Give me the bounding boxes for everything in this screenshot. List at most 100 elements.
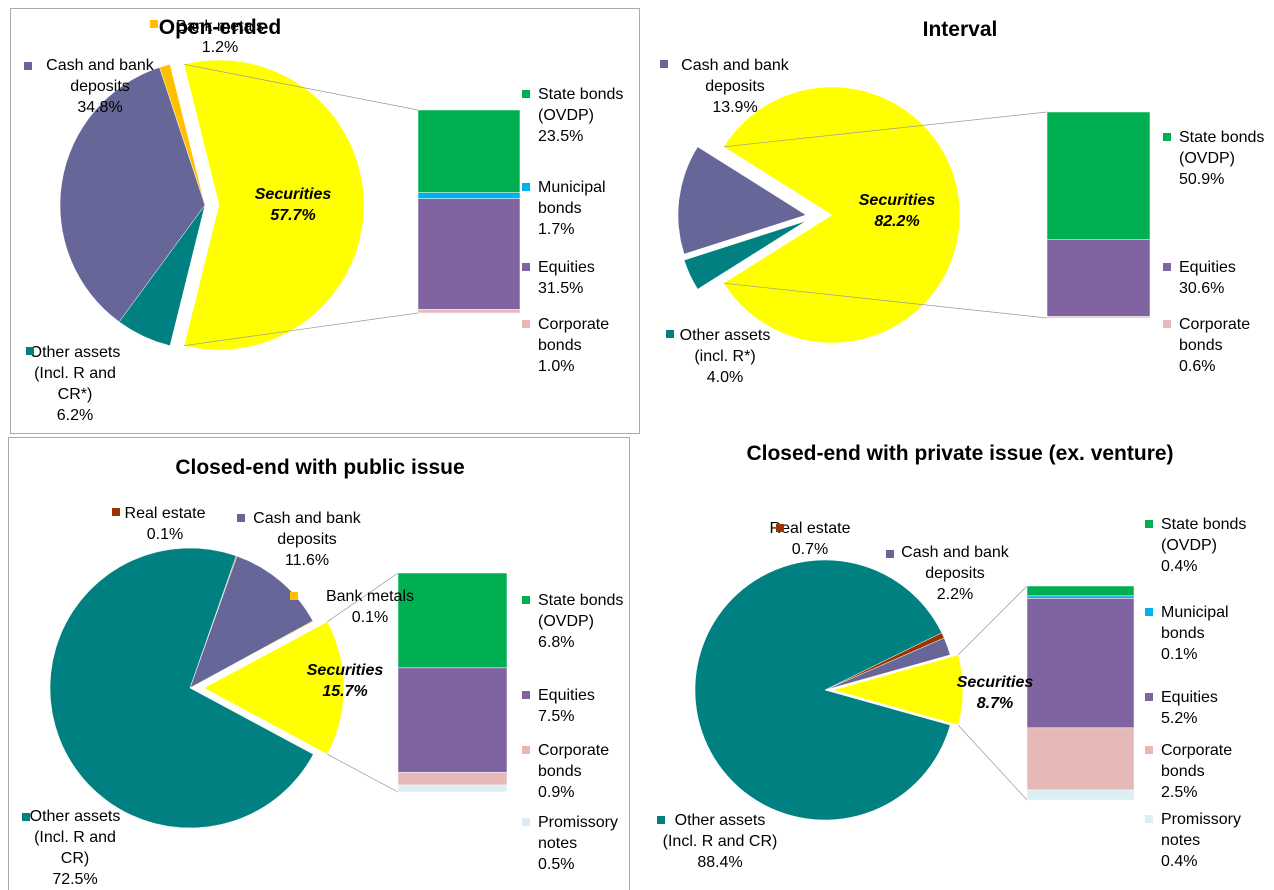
bar-segment [1026, 789, 1135, 801]
bar-label: State bonds (OVDP) 6.8% [538, 590, 648, 653]
bar-segment [417, 198, 521, 310]
bar-label: State bonds (OVDP) 50.9% [1179, 127, 1274, 190]
bar-name: Municipal bonds [1161, 604, 1229, 642]
legend-marker [522, 90, 530, 98]
bar-label: Equities 31.5% [538, 257, 648, 299]
chart-title: Closed-end with public issue [175, 456, 465, 479]
bar-segment [397, 784, 508, 793]
legend-marker [24, 62, 32, 70]
bar-name: Equities [538, 259, 595, 276]
pie-slice [824, 637, 951, 691]
bar-name: Corporate bonds [1161, 742, 1233, 780]
bar-label: Municipal bonds 1.7% [538, 177, 648, 240]
slice-value: 4.0% [706, 369, 744, 386]
slice-value: 13.9% [712, 99, 758, 116]
bar-name: Equities [538, 687, 595, 704]
legend-marker [237, 514, 245, 522]
slice-label: Securities 57.7% [238, 184, 348, 226]
slice-value: 0.1% [146, 526, 184, 543]
slice-name: Bank metals [175, 18, 265, 35]
bar-segment [1026, 585, 1135, 597]
legend-marker [1163, 263, 1171, 271]
bar-segment [417, 109, 521, 193]
bar-value: 0.9% [538, 784, 575, 801]
bar-name: Promissory notes [1161, 811, 1242, 849]
slice-label: Cash and bank deposits 2.2% [880, 542, 1030, 605]
bar-label: Municipal bonds 0.1% [1161, 602, 1274, 665]
legend-marker [660, 60, 668, 68]
bar-name: State bonds (OVDP) [538, 592, 624, 630]
connector [723, 111, 1048, 148]
connector [183, 63, 419, 111]
slice-label: Bank metals 0.1% [290, 586, 450, 628]
pie-slice [49, 547, 314, 829]
slice-value: 6.2% [56, 407, 94, 424]
legend-marker [522, 320, 530, 328]
legend-marker [522, 746, 530, 754]
bar-value: 1.7% [538, 221, 575, 238]
slice-label: Cash and bank deposits 11.6% [232, 508, 382, 571]
slice-name: Other assets (Incl. R and CR) [29, 808, 121, 867]
legend-marker [22, 813, 30, 821]
slice-name: Other assets (Incl. R and CR*) [29, 344, 121, 403]
bar-segment [397, 572, 508, 669]
connector [327, 572, 399, 623]
bar-value: 50.9% [1179, 171, 1225, 188]
bar-value: 30.6% [1179, 280, 1225, 297]
legend-marker [1145, 608, 1153, 616]
pie-slice [723, 86, 961, 344]
legend-marker [776, 524, 784, 532]
legend-marker [1145, 693, 1153, 701]
legend-marker [1145, 520, 1153, 528]
slice-label: Other assets (incl. R*) 4.0% [670, 325, 780, 388]
legend-marker [522, 691, 530, 699]
chart-title: Closed-end with private issue (ex. ventu… [746, 442, 1174, 465]
slice-name: Real estate [769, 520, 851, 537]
slice-name: Cash and bank deposits [681, 57, 789, 95]
slice-value: 72.5% [52, 871, 98, 888]
bar-segment [1026, 598, 1135, 729]
bar-label: State bonds (OVDP) 23.5% [538, 84, 648, 147]
chart-title: Interval [922, 18, 998, 41]
bar-label: Promissory notes 0.5% [538, 812, 648, 875]
legend-marker [1145, 746, 1153, 754]
bar-value: 7.5% [538, 708, 575, 725]
legend-marker [522, 818, 530, 826]
bar-segment [417, 309, 521, 314]
bar-segment [1026, 595, 1135, 599]
bar-label: Corporate bonds 2.5% [1161, 740, 1274, 803]
bar-segment [397, 772, 508, 786]
bar-label: Corporate bonds 0.9% [538, 740, 648, 803]
legend-marker [150, 20, 158, 28]
legend-marker [1163, 320, 1171, 328]
slice-value: 82.2% [874, 213, 920, 230]
bar-value: 0.4% [1161, 558, 1198, 575]
slice-name: Cash and bank deposits [46, 57, 154, 95]
bar-name: Corporate bonds [1179, 316, 1251, 354]
slice-label: Real estate 0.1% [110, 503, 220, 545]
slice-value: 2.2% [936, 586, 974, 603]
legend-marker [112, 508, 120, 516]
slice-name: Other assets (Incl. R and CR) [662, 812, 778, 850]
bar-value: 0.6% [1179, 358, 1216, 375]
panel-border [10, 8, 640, 434]
pie-slice [677, 146, 807, 255]
connector [723, 282, 1048, 319]
bar-label: Promissory notes 0.4% [1161, 809, 1274, 872]
slice-name: Securities [254, 186, 332, 203]
slice-label: Other assets (Incl. R and CR) 88.4% [660, 810, 780, 873]
bar-value: 0.1% [1161, 646, 1198, 663]
pie-slice [832, 654, 964, 726]
bar-name: Equities [1161, 689, 1218, 706]
bar-name: State bonds (OVDP) [538, 86, 624, 124]
slice-value: 8.7% [976, 695, 1014, 712]
pie-slice [189, 555, 314, 689]
slice-name: Real estate [124, 505, 206, 522]
connector [957, 724, 1028, 801]
bar-segment [1046, 111, 1151, 240]
bar-value: 23.5% [538, 128, 584, 145]
slice-name: Cash and bank deposits [901, 544, 1009, 582]
pie-slice [183, 59, 365, 351]
slice-name: Cash and bank deposits [253, 510, 361, 548]
